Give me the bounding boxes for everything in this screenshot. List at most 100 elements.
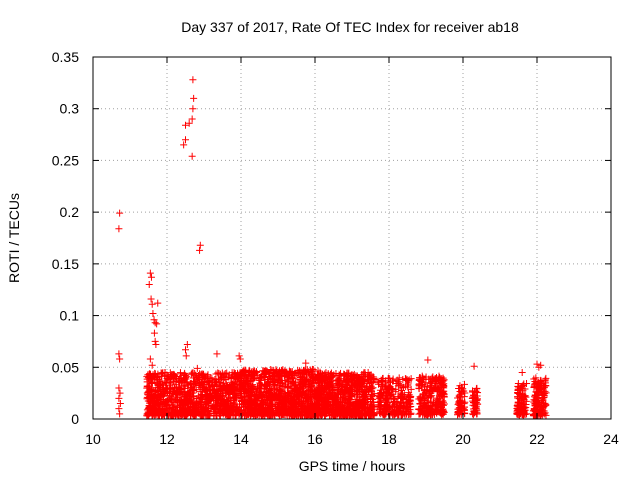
data-point <box>454 408 462 416</box>
data-point <box>269 371 277 379</box>
data-point <box>514 398 522 406</box>
data-point <box>176 379 184 387</box>
data-point <box>218 385 226 393</box>
data-point <box>305 380 313 388</box>
data-point <box>147 394 155 402</box>
data-point <box>149 411 157 419</box>
data-point <box>204 399 212 407</box>
data-point <box>182 121 189 129</box>
data-point <box>158 380 166 388</box>
data-point <box>431 384 439 392</box>
data-point <box>181 404 189 412</box>
data-point <box>306 404 314 412</box>
data-point <box>384 398 392 406</box>
data-point <box>324 395 332 403</box>
data-point <box>357 385 365 393</box>
data-point <box>309 409 317 417</box>
data-point <box>152 341 160 349</box>
data-point <box>406 396 414 404</box>
data-point <box>115 405 123 413</box>
data-point <box>530 405 538 413</box>
data-point <box>344 396 352 404</box>
data-point <box>238 379 246 387</box>
data-point <box>405 389 413 397</box>
data-point <box>182 136 189 144</box>
data-point <box>308 386 316 394</box>
data-point <box>439 397 447 405</box>
data-point <box>144 408 152 416</box>
data-point <box>521 403 529 411</box>
data-point <box>348 392 356 400</box>
data-point <box>308 399 316 407</box>
data-point <box>291 381 299 389</box>
data-point <box>397 411 405 419</box>
data-point <box>303 376 311 384</box>
data-point <box>322 376 330 384</box>
data-point <box>359 371 367 379</box>
data-point <box>301 391 309 399</box>
data-point <box>432 383 440 391</box>
data-point <box>163 389 171 397</box>
data-point <box>332 400 340 408</box>
data-point <box>521 411 529 419</box>
data-point <box>322 410 330 418</box>
data-point <box>197 400 205 408</box>
data-point <box>242 376 250 384</box>
data-point <box>252 407 260 415</box>
data-point <box>153 399 161 407</box>
data-point <box>386 392 394 400</box>
data-point <box>116 355 124 363</box>
data-point <box>158 408 166 416</box>
data-point <box>233 371 241 379</box>
data-point <box>253 384 261 392</box>
data-point <box>379 375 387 383</box>
data-point <box>163 397 171 405</box>
data-point <box>436 409 444 417</box>
data-point <box>416 400 424 408</box>
data-point <box>263 401 271 409</box>
data-point <box>239 403 247 411</box>
data-point <box>199 404 207 412</box>
data-point <box>200 373 208 381</box>
data-point <box>150 316 158 324</box>
y-axis-label: ROTI / TECUs <box>6 193 22 283</box>
data-point <box>523 380 531 388</box>
data-point <box>406 410 414 418</box>
data-point <box>319 377 327 385</box>
data-point <box>245 402 253 410</box>
data-point <box>201 387 209 395</box>
data-point <box>169 404 177 412</box>
data-point <box>184 405 192 413</box>
data-point <box>400 383 408 391</box>
y-tick-label: 0.05 <box>52 359 79 375</box>
data-point <box>116 410 124 418</box>
data-point <box>323 391 331 399</box>
data-point <box>173 404 181 412</box>
data-point <box>438 378 446 386</box>
data-point <box>146 403 154 411</box>
data-point <box>164 402 172 410</box>
data-point <box>422 403 430 411</box>
data-point <box>339 389 347 397</box>
data-point <box>437 375 445 383</box>
data-point <box>354 383 362 391</box>
data-point <box>345 378 353 386</box>
data-point <box>150 329 158 337</box>
data-point <box>330 371 338 379</box>
data-point <box>334 397 342 405</box>
data-point <box>167 385 175 393</box>
data-point <box>440 382 448 390</box>
data-point <box>393 376 401 384</box>
data-point <box>359 402 367 410</box>
data-point <box>241 386 249 394</box>
data-point <box>324 406 332 414</box>
data-point <box>366 382 374 390</box>
data-point <box>308 371 316 379</box>
y-tick-label: 0.35 <box>52 49 79 65</box>
data-point <box>388 402 396 410</box>
data-point <box>348 384 356 392</box>
data-point <box>280 397 288 405</box>
data-point <box>193 364 201 372</box>
data-point <box>320 394 328 402</box>
data-point <box>320 372 328 380</box>
